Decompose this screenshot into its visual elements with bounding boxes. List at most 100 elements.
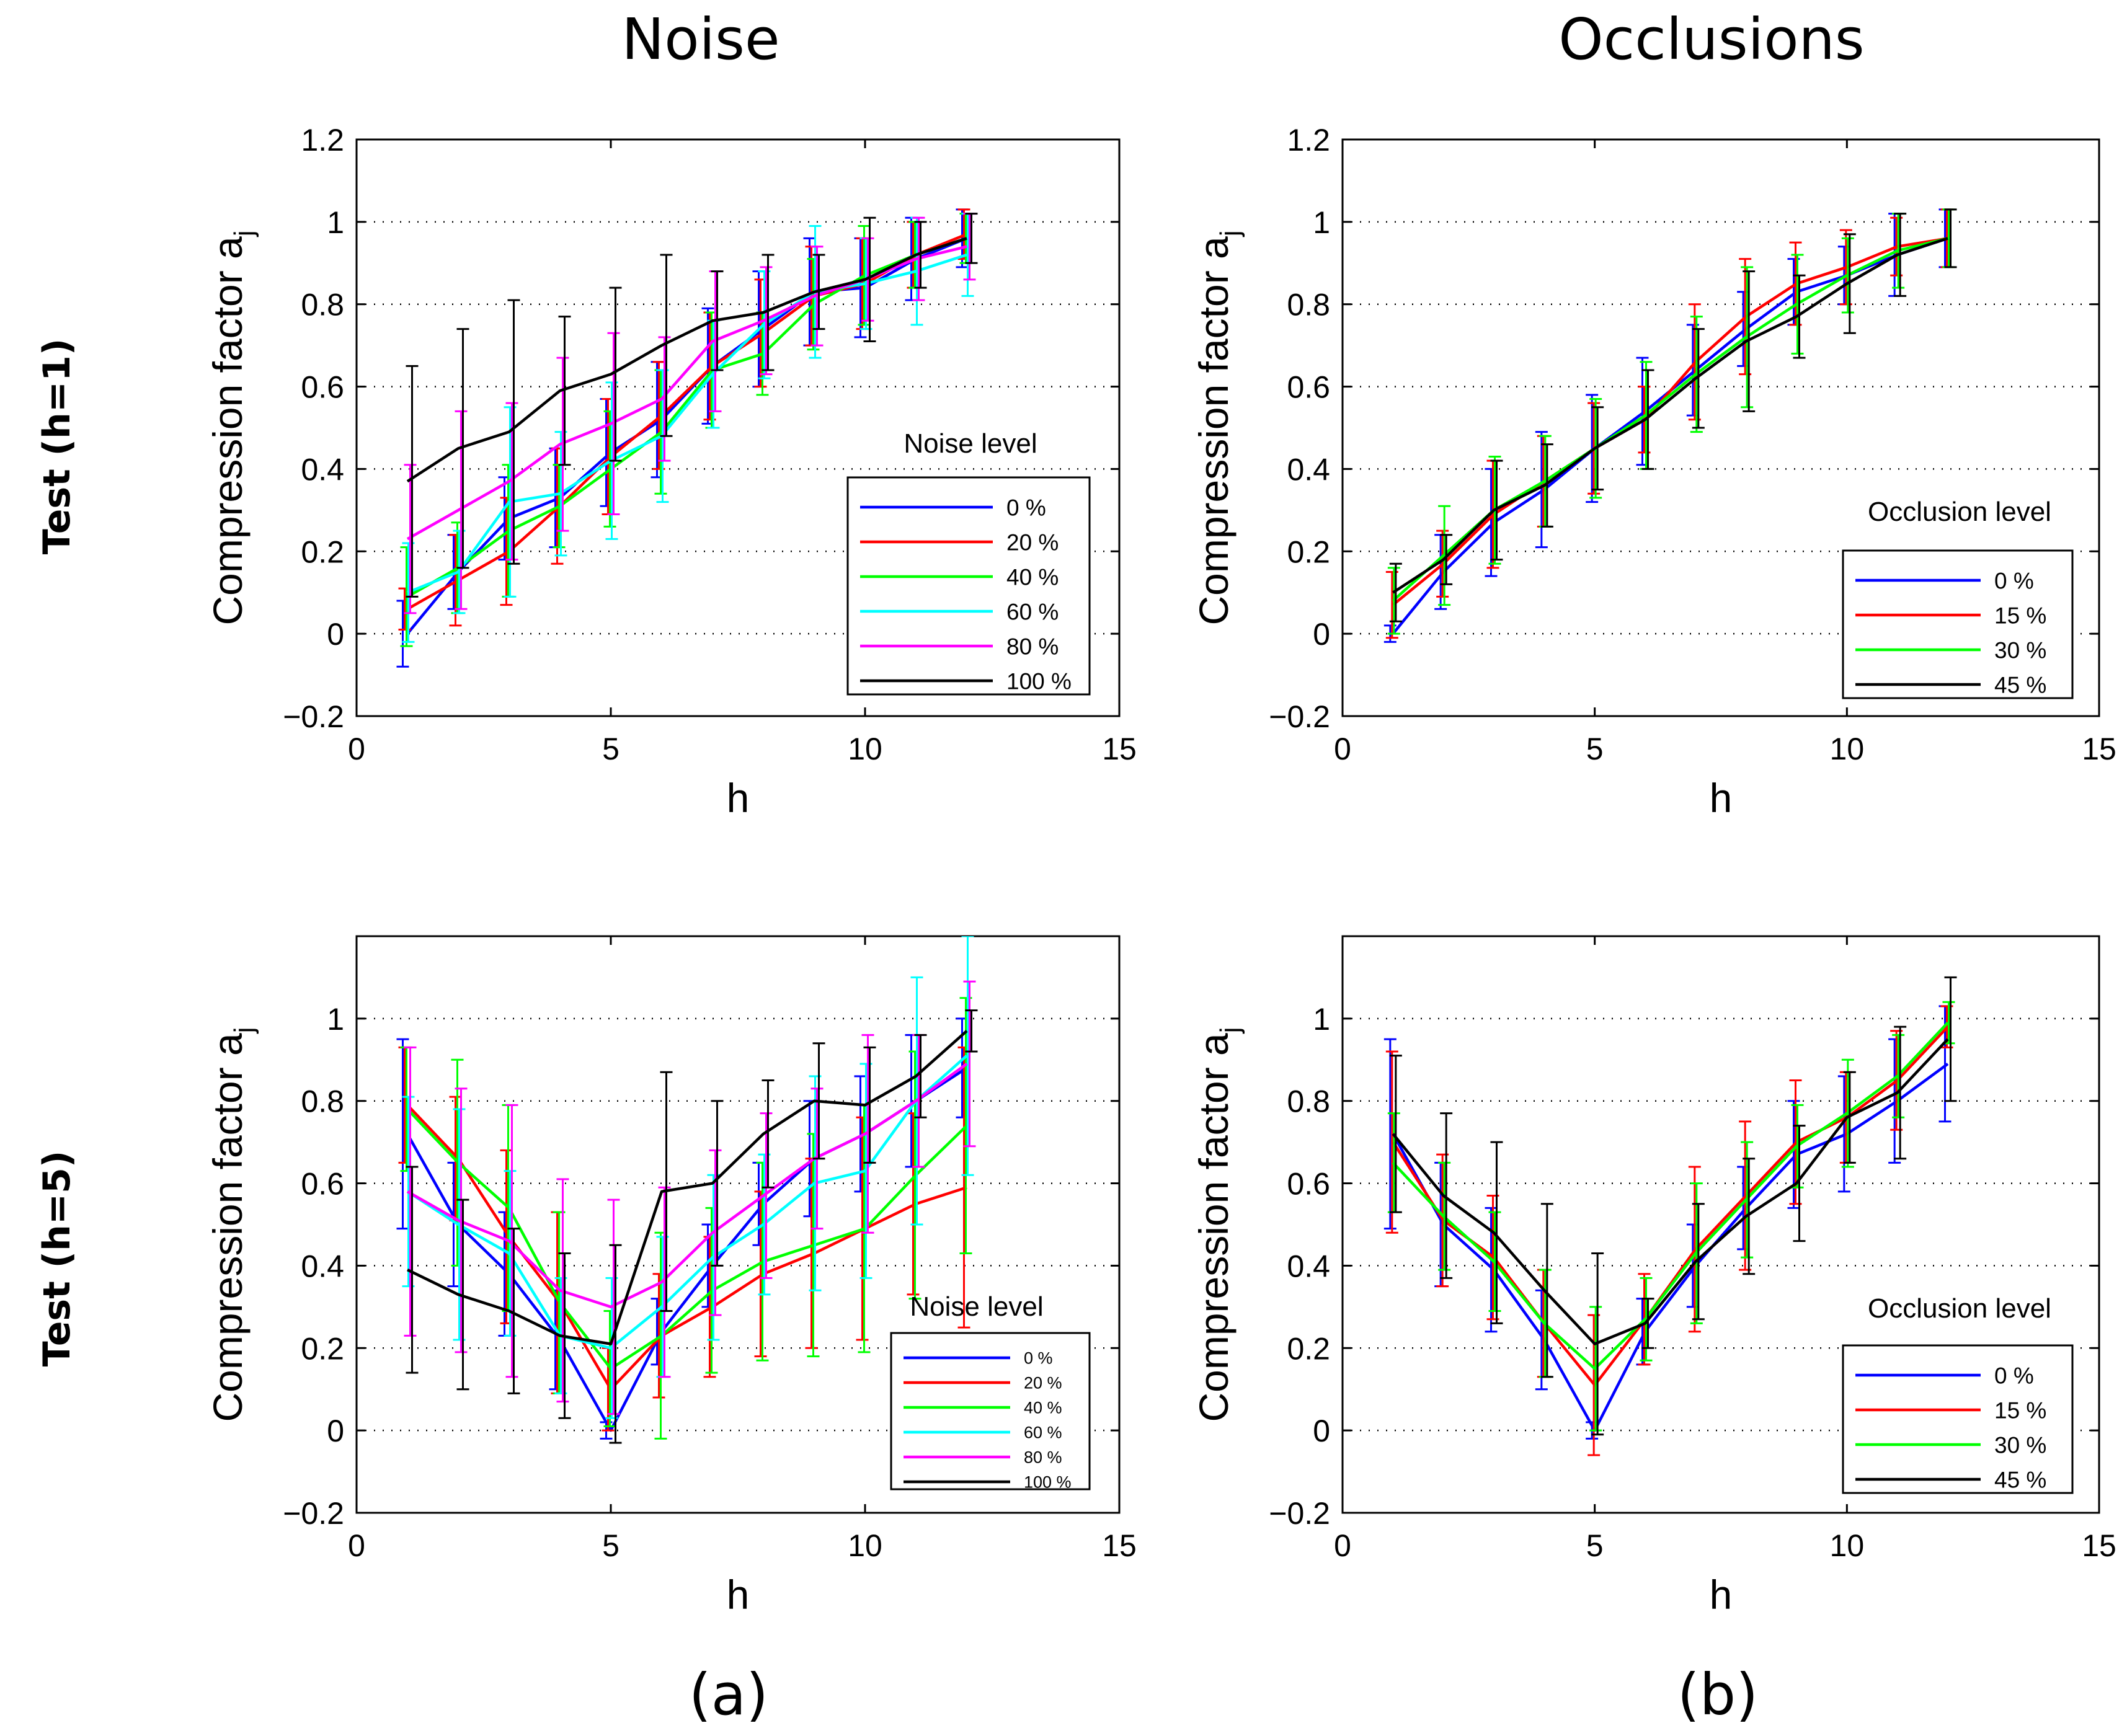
legend-label: 30 % <box>1994 637 2046 663</box>
series-30-pct <box>1387 1001 1955 1432</box>
legend-label: 40 % <box>1006 564 1059 590</box>
y-tick-label: 0.2 <box>301 534 344 569</box>
legend-box <box>1842 549 2074 699</box>
series-line <box>406 1063 968 1309</box>
x-tick-label: 0 <box>1334 732 1351 766</box>
legend-label: 80 % <box>1024 1448 1062 1467</box>
y-tick-label: 0.2 <box>301 1331 344 1366</box>
y-axis-label-subscript: j <box>1215 1027 1245 1034</box>
y-tick-label: 1 <box>327 205 344 240</box>
legend-label: 0 % <box>1006 495 1046 520</box>
y-tick-label: 0.6 <box>301 1167 344 1202</box>
y-axis-label-main: Compression factor a <box>1191 236 1237 626</box>
legend-title: Occlusion level <box>1868 1293 2051 1324</box>
series-60-pct <box>402 213 974 643</box>
y-axis-label: Compression factor aj <box>1191 230 1245 625</box>
legend-title: Noise level <box>910 1291 1043 1322</box>
x-tick-label: 10 <box>848 1528 882 1563</box>
panel-label-b: (b) <box>1677 1662 1758 1728</box>
y-tick-label: −0.2 <box>1269 1496 1330 1531</box>
y-axis-label: Compression factor aj <box>205 230 259 625</box>
y-tick-label: 0.6 <box>1287 1167 1330 1202</box>
plot-noise-test-h1: −0.200.20.40.60.811.20 5 10 15hCompression … <box>205 123 1137 821</box>
legend-label: 45 % <box>1994 1467 2046 1492</box>
x-tick-label: 5 <box>602 732 619 766</box>
legend-label: 60 % <box>1024 1424 1062 1442</box>
series-40-pct <box>400 213 972 647</box>
y-axis-label-subscript: j <box>229 1027 259 1034</box>
legend: 0 % 20 % 40 % 60 % 80 % 100 % <box>846 476 1091 696</box>
series-line <box>406 1104 967 1391</box>
y-tick-label: 0 <box>327 617 344 652</box>
y-tick-label: 1 <box>1313 205 1330 240</box>
y-tick-label: 0.8 <box>1287 288 1330 322</box>
y-tick-label: 1 <box>327 1002 344 1037</box>
y-tick-label: 0.4 <box>1287 1249 1330 1283</box>
y-tick-label: −0.2 <box>283 699 344 734</box>
legend-label: 15 % <box>1994 603 2046 628</box>
y-tick-label: 0 <box>327 1414 344 1448</box>
series-45-pct <box>1389 976 1957 1436</box>
y-axis-label: Compression factor aj <box>205 1027 259 1422</box>
legend-title: Occlusion level <box>1868 497 2051 527</box>
legend-label: 0 % <box>1994 568 2034 593</box>
legend-label: 100 % <box>1024 1473 1072 1492</box>
x-tick-label: 10 <box>1830 732 1865 766</box>
series-line <box>1392 237 1948 594</box>
legend-label: 0 % <box>1994 1363 2034 1388</box>
legend-label: 0 % <box>1024 1349 1053 1368</box>
series-line <box>406 232 967 611</box>
x-tick-label: 0 <box>348 732 365 766</box>
y-tick-label: 0.4 <box>301 1249 344 1283</box>
x-tick-label: 0 <box>1334 1528 1351 1563</box>
legend-label: 20 % <box>1024 1374 1062 1393</box>
y-tick-label: 0.4 <box>1287 452 1330 487</box>
data-layer <box>396 208 978 668</box>
row-label-test-h1: Test (h=1) <box>35 339 79 555</box>
x-tick-label: 10 <box>848 732 882 766</box>
legend-box <box>1842 1344 2074 1494</box>
legend-label: 20 % <box>1006 529 1059 555</box>
legend-label: 60 % <box>1006 599 1059 624</box>
series-line <box>407 1030 968 1345</box>
x-tick-label: 10 <box>1830 1528 1865 1563</box>
y-tick-label: 0.6 <box>1287 370 1330 405</box>
series-line <box>406 237 967 598</box>
series-45-pct <box>1389 208 1957 622</box>
y-axis-label-main: Compression factor a <box>205 1033 251 1422</box>
x-tick-label: 0 <box>348 1528 365 1563</box>
legend: 0 % 15 % 30 % 45 % <box>1842 549 2074 699</box>
legend-title: Noise level <box>904 428 1037 459</box>
legend-box <box>846 476 1091 696</box>
legend-label: 40 % <box>1024 1399 1062 1417</box>
series-line <box>406 1108 968 1370</box>
y-axis-label-main: Compression factor a <box>1191 1033 1237 1422</box>
column-title-noise: Noise <box>621 6 779 73</box>
y-tick-label: 1.2 <box>301 123 344 157</box>
y-tick-label: 0 <box>1313 1414 1330 1448</box>
legend-label: 30 % <box>1994 1432 2046 1458</box>
y-tick-label: 0.4 <box>301 452 344 487</box>
series-line <box>406 1054 968 1350</box>
legend-label: 100 % <box>1006 668 1072 694</box>
y-tick-label: −0.2 <box>283 1496 344 1531</box>
x-tick-label: 15 <box>1102 1528 1137 1563</box>
legend-label: 15 % <box>1994 1397 2046 1423</box>
y-axis-label-subscript: j <box>1215 230 1245 237</box>
plot-occlusions-test-h1: −0.200.20.40.60.811.20 5 10 15hCompression … <box>1191 123 2116 821</box>
y-tick-label: 0.2 <box>1287 534 1330 569</box>
legend: 0 % 20 % 40 % 60 % 80 % 100 % <box>890 1332 1091 1492</box>
series-line <box>406 237 967 483</box>
series-60-pct <box>402 936 974 1419</box>
column-title-occlusions: Occlusions <box>1558 6 1864 73</box>
row-label-test-h5: Test (h=5) <box>35 1151 79 1367</box>
y-axis-label-subscript: j <box>229 230 259 237</box>
series-line <box>1392 237 1948 606</box>
series-80-pct <box>404 980 976 1415</box>
x-tick-label: 5 <box>1586 1528 1604 1563</box>
x-tick-label: 15 <box>2082 732 2116 766</box>
series-line <box>1392 1021 1949 1370</box>
